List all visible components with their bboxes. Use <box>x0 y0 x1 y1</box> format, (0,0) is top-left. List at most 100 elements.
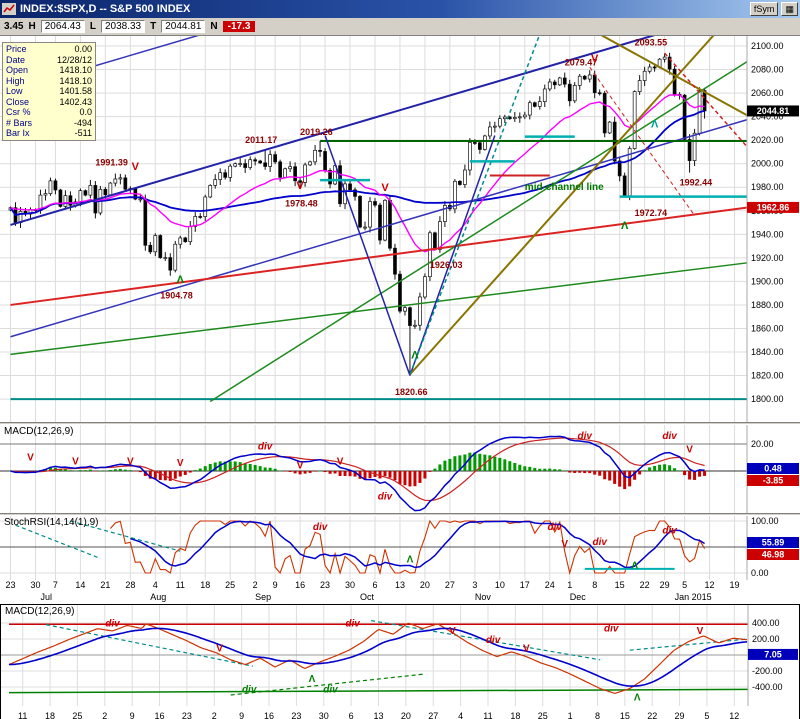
svg-text:div: div <box>548 522 564 533</box>
fsym-button[interactable]: fSym <box>749 2 779 16</box>
x-tick-label: 9 <box>272 580 278 590</box>
svg-text:div: div <box>604 624 620 635</box>
svg-text:1800.00: 1800.00 <box>751 394 784 404</box>
bottom-x-tick-label: 18 <box>45 711 56 719</box>
svg-text:V: V <box>216 644 223 655</box>
bottom-x-tick-label: 18 <box>510 711 521 719</box>
svg-text:V: V <box>381 182 389 194</box>
svg-text:V: V <box>523 644 530 655</box>
svg-text:div: div <box>486 635 502 646</box>
bottom-x-tick-label: 9 <box>129 711 135 719</box>
info-label: Price <box>6 44 27 54</box>
svg-text:1904.78: 1904.78 <box>160 291 193 301</box>
symbol-grid-button[interactable]: ▦ <box>781 2 798 16</box>
svg-text:Λ: Λ <box>407 554 414 565</box>
svg-text:20.00: 20.00 <box>751 439 774 449</box>
svg-text:V: V <box>297 461 304 472</box>
info-row: Csr % 0.0 <box>6 107 92 118</box>
svg-text:V: V <box>27 453 34 464</box>
bottom-x-tick-label: 4 <box>458 711 464 719</box>
x-tick-label: 19 <box>729 580 740 590</box>
svg-text:200.00: 200.00 <box>752 634 780 644</box>
x-tick-label: 23 <box>5 580 16 590</box>
month-label: Jan 2015 <box>674 592 712 602</box>
svg-text:div: div <box>258 442 274 453</box>
svg-text:div: div <box>323 684 339 695</box>
info-label: Bar Ix <box>6 128 30 138</box>
last-label: T <box>150 21 157 32</box>
bottom-x-tick-label: 23 <box>181 711 192 719</box>
svg-text:1972.74: 1972.74 <box>635 208 668 218</box>
svg-text:2000.00: 2000.00 <box>751 159 784 169</box>
x-tick-label: 20 <box>419 580 430 590</box>
svg-text:mid-channel line: mid-channel line <box>525 182 604 193</box>
bottom-x-tick-label: 2 <box>102 711 108 719</box>
x-tick-label: 11 <box>175 580 185 590</box>
svg-text:Λ: Λ <box>651 119 659 131</box>
panel-splitter[interactable] <box>0 422 800 425</box>
x-tick-label: 14 <box>75 580 86 590</box>
svg-text:1991.39: 1991.39 <box>95 158 128 168</box>
info-value: 1418.10 <box>59 75 92 86</box>
svg-text:-3.85: -3.85 <box>763 476 784 486</box>
x-tick-label: 2 <box>252 580 258 590</box>
svg-text:1840.00: 1840.00 <box>751 347 784 357</box>
bottom-x-tick-label: 30 <box>318 711 329 719</box>
quote-open-value: 3.45 <box>4 21 24 32</box>
bottom-x-tick-label: 1 <box>567 711 573 719</box>
info-row: Date 12/28/12 <box>6 55 92 66</box>
x-tick-label: 25 <box>225 580 236 590</box>
svg-text:2080.00: 2080.00 <box>751 65 784 75</box>
bottom-x-tick-label: 29 <box>674 711 685 719</box>
svg-text:div: div <box>662 431 678 442</box>
bottom-x-tick-label: 11 <box>483 711 493 719</box>
svg-text:div: div <box>577 431 593 442</box>
svg-text:V: V <box>337 457 344 468</box>
svg-text:V: V <box>72 457 79 468</box>
svg-text:-200.00: -200.00 <box>752 666 783 676</box>
svg-text:100.00: 100.00 <box>751 516 779 526</box>
x-tick-label: 18 <box>200 580 211 590</box>
macd-label: MACD(12,26,9) <box>4 426 74 437</box>
svg-text:Λ: Λ <box>634 692 641 703</box>
svg-text:1920.00: 1920.00 <box>751 253 784 263</box>
bottom-macd-chart[interactable]: divVdivΛdivdivVdivVdivΛV400.00200.000.00… <box>1 605 799 706</box>
svg-text:0.00: 0.00 <box>751 568 769 578</box>
svg-text:V: V <box>127 457 134 468</box>
info-value: -494 <box>73 117 92 128</box>
titlebar[interactable]: INDEX:$SPX,D -- S&P 500 INDEX fSym ▦ <box>0 0 800 18</box>
low-label: L <box>89 21 96 32</box>
svg-text:55.89: 55.89 <box>762 538 785 548</box>
info-value: 12/28/12 <box>56 54 92 65</box>
bottom-x-tick-label: 27 <box>428 711 439 719</box>
info-value: 0.0 <box>79 107 92 117</box>
info-label: Close <box>6 96 30 107</box>
info-row: Price 0.00 <box>6 44 92 55</box>
bottom-x-tick-label: 23 <box>291 711 302 719</box>
bottom-x-tick-label: 16 <box>264 711 275 719</box>
svg-text:div: div <box>105 618 121 629</box>
x-tick-label: 8 <box>592 580 598 590</box>
svg-text:div: div <box>378 492 394 503</box>
info-value: 1402.43 <box>59 96 92 107</box>
bottom-date-axis: 11 18 25 2 9 16 23 2 9 16 23 30 6 13 20 27 4 11 18 25 1 8 15 22… <box>1 711 799 719</box>
info-row: Low 1401.58 <box>6 86 92 97</box>
candles <box>8 52 707 375</box>
svg-text:V: V <box>132 161 140 173</box>
panel-splitter[interactable] <box>0 513 800 516</box>
svg-text:2093.55: 2093.55 <box>635 37 668 47</box>
x-tick-label: 28 <box>125 580 136 590</box>
date-axis-row: 23 30 7 14 21 28 4 11 18 25 2 9 16 23 30 6 13 20 27 3 10 17 24… <box>0 580 800 592</box>
stochrsi-label: StochRSI(14,14(1),9) <box>4 517 99 528</box>
svg-text:V: V <box>686 444 693 455</box>
x-tick-label: 30 <box>345 580 356 590</box>
info-label: # Bars <box>6 117 33 128</box>
main-price-chart[interactable]: 1991.39 1904.78 2011.17 1978.48 2019.26 1926.… <box>0 1 800 422</box>
svg-text:V: V <box>449 626 456 637</box>
x-tick-label: 17 <box>519 580 530 590</box>
svg-text:V: V <box>591 53 599 65</box>
